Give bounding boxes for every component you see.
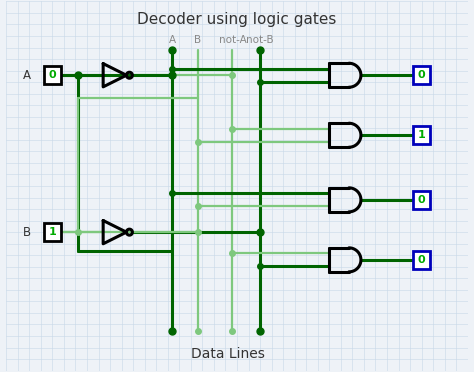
Text: 1: 1 (418, 130, 426, 140)
Bar (413, 67, 430, 84)
Text: 1: 1 (48, 227, 56, 237)
Text: not-B: not-B (246, 35, 274, 45)
Text: Decoder using logic gates: Decoder using logic gates (137, 12, 337, 28)
Text: A: A (169, 35, 176, 45)
Text: 0: 0 (418, 195, 426, 205)
Text: 0: 0 (418, 255, 426, 265)
Bar (413, 251, 430, 269)
Text: Data Lines: Data Lines (191, 347, 264, 362)
Bar (413, 126, 430, 144)
Bar (413, 191, 430, 209)
Text: A: A (23, 69, 31, 82)
Text: B: B (194, 35, 201, 45)
Text: B: B (23, 226, 31, 239)
Text: 0: 0 (48, 70, 56, 80)
Bar (44, 223, 61, 241)
Text: not-A: not-A (219, 35, 246, 45)
Text: 0: 0 (418, 70, 426, 80)
Bar (44, 67, 61, 84)
